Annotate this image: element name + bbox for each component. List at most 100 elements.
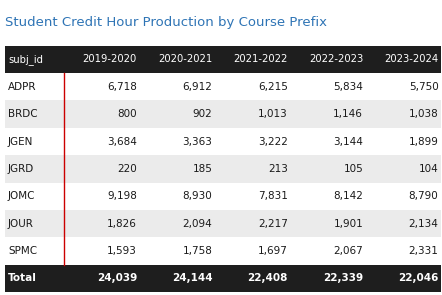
Bar xyxy=(215,101,290,128)
Bar xyxy=(64,210,140,237)
Bar xyxy=(215,155,290,183)
Bar xyxy=(5,46,64,73)
Text: subj_id: subj_id xyxy=(8,54,43,65)
Text: 2019-2020: 2019-2020 xyxy=(83,54,137,64)
Bar xyxy=(290,73,366,101)
Text: 2023-2024: 2023-2024 xyxy=(385,54,438,64)
Bar xyxy=(140,101,215,128)
Bar xyxy=(366,155,441,183)
Bar xyxy=(140,237,215,265)
Bar xyxy=(366,210,441,237)
Bar xyxy=(366,46,441,73)
Bar xyxy=(366,128,441,155)
Text: Total: Total xyxy=(8,273,37,283)
Bar xyxy=(5,101,64,128)
Bar xyxy=(290,183,366,210)
Text: 5,834: 5,834 xyxy=(333,82,363,92)
Text: 2021-2022: 2021-2022 xyxy=(233,54,288,64)
Text: 2020-2021: 2020-2021 xyxy=(158,54,212,64)
Bar xyxy=(366,183,441,210)
Bar xyxy=(366,237,441,265)
Text: 2,331: 2,331 xyxy=(408,246,438,256)
Text: 8,790: 8,790 xyxy=(409,191,438,201)
Bar xyxy=(64,155,140,183)
Bar xyxy=(140,210,215,237)
Bar xyxy=(290,155,366,183)
Bar xyxy=(290,101,366,128)
Text: 105: 105 xyxy=(343,164,363,174)
Bar xyxy=(366,101,441,128)
Bar xyxy=(64,237,140,265)
Bar xyxy=(140,265,215,292)
Bar xyxy=(215,183,290,210)
Text: 2,134: 2,134 xyxy=(408,219,438,229)
Text: 6,718: 6,718 xyxy=(107,82,137,92)
Bar xyxy=(64,128,140,155)
Bar xyxy=(290,210,366,237)
Text: 6,912: 6,912 xyxy=(183,82,212,92)
Bar xyxy=(64,46,140,73)
Bar xyxy=(64,183,140,210)
Bar xyxy=(290,265,366,292)
Text: BRDC: BRDC xyxy=(8,109,38,119)
Text: 22,408: 22,408 xyxy=(247,273,288,283)
Text: 800: 800 xyxy=(117,109,137,119)
Bar xyxy=(215,210,290,237)
Text: 2,217: 2,217 xyxy=(258,219,288,229)
Text: 3,363: 3,363 xyxy=(183,137,212,147)
Bar xyxy=(64,73,140,101)
Bar xyxy=(5,155,64,183)
Text: 3,144: 3,144 xyxy=(333,137,363,147)
Bar xyxy=(215,46,290,73)
Text: 6,215: 6,215 xyxy=(258,82,288,92)
Bar xyxy=(215,265,290,292)
Text: 1,697: 1,697 xyxy=(258,246,288,256)
Text: 7,831: 7,831 xyxy=(258,191,288,201)
Text: 24,144: 24,144 xyxy=(171,273,212,283)
Bar xyxy=(140,128,215,155)
Text: 104: 104 xyxy=(419,164,438,174)
Bar xyxy=(366,73,441,101)
Text: 902: 902 xyxy=(193,109,212,119)
Text: 220: 220 xyxy=(117,164,137,174)
Text: 22,046: 22,046 xyxy=(398,273,438,283)
Text: 213: 213 xyxy=(268,164,288,174)
Bar xyxy=(64,101,140,128)
Text: 1,901: 1,901 xyxy=(333,219,363,229)
Text: 1,593: 1,593 xyxy=(107,246,137,256)
Text: 2,067: 2,067 xyxy=(333,246,363,256)
Bar xyxy=(5,73,64,101)
Bar xyxy=(290,237,366,265)
Text: JOUR: JOUR xyxy=(8,219,34,229)
Bar xyxy=(290,46,366,73)
Text: JGEN: JGEN xyxy=(8,137,33,147)
Text: JGRD: JGRD xyxy=(8,164,34,174)
Bar xyxy=(140,46,215,73)
Bar xyxy=(215,128,290,155)
Bar xyxy=(366,265,441,292)
Text: SPMC: SPMC xyxy=(8,246,37,256)
Text: 2,094: 2,094 xyxy=(183,219,212,229)
Bar xyxy=(215,73,290,101)
Text: 3,684: 3,684 xyxy=(107,137,137,147)
Bar xyxy=(64,265,140,292)
Text: 1,758: 1,758 xyxy=(183,246,212,256)
Text: 1,038: 1,038 xyxy=(409,109,438,119)
Text: 1,013: 1,013 xyxy=(258,109,288,119)
Text: 1,146: 1,146 xyxy=(333,109,363,119)
Text: 24,039: 24,039 xyxy=(97,273,137,283)
Bar xyxy=(140,183,215,210)
Text: Student Credit Hour Production by Course Prefix: Student Credit Hour Production by Course… xyxy=(5,16,328,29)
Text: 2022-2023: 2022-2023 xyxy=(309,54,363,64)
Text: 22,339: 22,339 xyxy=(323,273,363,283)
Bar xyxy=(5,183,64,210)
Text: 8,142: 8,142 xyxy=(333,191,363,201)
Bar xyxy=(140,155,215,183)
Bar xyxy=(5,210,64,237)
Bar xyxy=(290,128,366,155)
Text: 9,198: 9,198 xyxy=(107,191,137,201)
Bar xyxy=(5,128,64,155)
Bar xyxy=(5,265,64,292)
Bar xyxy=(5,237,64,265)
Text: 185: 185 xyxy=(192,164,212,174)
